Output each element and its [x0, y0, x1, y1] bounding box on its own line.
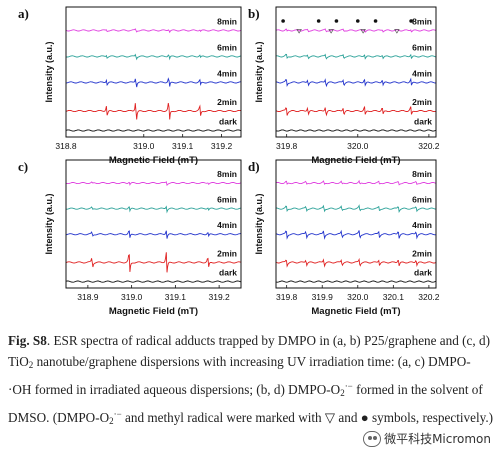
superoxide-marker [328, 29, 334, 34]
x-tick-label: 319.8 [276, 141, 298, 151]
series-line-dark [65, 280, 242, 283]
superoxide-marker [296, 29, 302, 34]
series-line-2min [65, 103, 242, 120]
x-tick-label: 319.2 [208, 292, 230, 302]
watermark: 微平科技Micromon [363, 430, 491, 447]
wechat-icon [363, 430, 382, 447]
series-line-8min [65, 28, 242, 34]
x-tick-label: 320.2 [418, 141, 440, 151]
x-tick-label: 320.0 [347, 292, 369, 302]
x-tick-label: 319.9 [312, 292, 334, 302]
x-tick-label: 319.8 [276, 292, 298, 302]
x-tick-label: 319.0 [133, 141, 155, 151]
series-line-2min [65, 252, 242, 273]
plot-frame [275, 6, 437, 138]
series-line-dark [275, 280, 437, 283]
caption-sup-2: ·− [344, 381, 353, 391]
caption-text-3: formed in the solvent of DMSO. (DMPO-O [8, 382, 483, 425]
x-axis-label: Magnetic Field (mT) [311, 306, 400, 317]
methyl-marker [334, 19, 339, 23]
panel-1: a)Intensity (a.u.)Magnetic Field (mT)8mi… [18, 6, 242, 166]
methyl-marker [355, 19, 360, 23]
caption-sub-3: 2 [109, 416, 114, 426]
panel-4: d) Intensity (a.u.) Magnetic Field (mT) 8mi… [248, 159, 440, 317]
series-line-6min [275, 204, 437, 214]
x-tick-label: 320.1 [383, 292, 405, 302]
caption-text-2: nanotube/graphene dispersions with incre… [8, 354, 471, 397]
superoxide-marker [394, 29, 400, 34]
series-line-8min [275, 28, 437, 33]
caption-text-1: . ESR spectra of radical adducts trapped… [8, 333, 490, 369]
panel-2: b)Intensity (a.u.)Magnetic Field (mT)8mi… [248, 6, 440, 166]
series-label-2min: 2min [412, 97, 432, 107]
series-label-2min: 2min [412, 248, 432, 258]
series-label-8min: 8min [412, 16, 432, 26]
series-line-4min [65, 77, 241, 88]
x-tick-label: 320.0 [347, 141, 369, 151]
caption-sup-3: ·− [113, 409, 122, 419]
series-line-4min [65, 230, 242, 239]
panel-label: d) [248, 159, 260, 174]
series-line-4min [275, 229, 437, 240]
series-label-dark: dark [219, 117, 237, 127]
series-label-6min: 6min [412, 195, 432, 205]
series-label-6min: 6min [217, 195, 237, 205]
y-axis-label: Intensity (a.u.) [44, 193, 54, 254]
methyl-marker [373, 19, 378, 23]
series-label-8min: 8min [412, 169, 432, 179]
series-line-dark [65, 129, 242, 132]
series-label-dark: dark [414, 117, 432, 127]
series-label-6min: 6min [217, 42, 237, 52]
plot-frame [65, 6, 242, 138]
series-label-2min: 2min [217, 97, 237, 107]
series-label-2min: 2min [217, 248, 237, 258]
series-line-2min [275, 105, 437, 117]
x-tick-label: 319.1 [172, 141, 194, 151]
caption-sub-1: 2 [28, 360, 34, 370]
y-axis-label: Intensity (a.u.) [254, 41, 264, 102]
x-tick-label: 319.2 [211, 141, 233, 151]
panel-label: b) [248, 6, 260, 21]
series-line-dark [275, 129, 437, 132]
esr-figure: a) Intensity (a.u.) Magnetic Field (mT) 8mi… [18, 6, 440, 317]
panel-label: a) [18, 6, 29, 21]
series-label-4min: 4min [217, 68, 237, 78]
plot-frame [65, 159, 242, 289]
panel-3: c) Intensity (a.u.) Magnetic Field (mT) 8mi… [18, 159, 242, 317]
x-axis-label: Magnetic Field (mT) [109, 306, 198, 317]
series-label-dark: dark [414, 268, 432, 278]
series-label-4min: 4min [412, 68, 432, 78]
panel-label: c) [18, 159, 28, 174]
y-axis-label: Intensity (a.u.) [254, 193, 264, 254]
series-label-8min: 8min [217, 169, 237, 179]
series-line-6min [66, 205, 242, 214]
series-line-6min [275, 53, 437, 60]
caption-text-4: and methyl radical were marked with ▽ an… [121, 410, 494, 425]
y-axis-label: Intensity (a.u.) [44, 41, 54, 102]
series-label-dark: dark [219, 268, 237, 278]
plot-frame [275, 159, 437, 289]
series-label-4min: 4min [217, 220, 237, 230]
x-tick-label: 319.1 [165, 292, 187, 302]
watermark-text: 微平科技Micromon [384, 432, 491, 446]
series-line-6min [65, 53, 242, 61]
methyl-marker [281, 19, 285, 23]
series-label-8min: 8min [217, 16, 237, 26]
x-tick-label: 319.0 [121, 292, 143, 302]
superoxide-marker [360, 29, 366, 34]
x-tick-label: 318.8 [55, 141, 77, 151]
figure-caption: Fig. S8. ESR spectra of radical adducts … [8, 330, 494, 432]
series-line-2min [275, 257, 437, 268]
series-label-4min: 4min [412, 220, 432, 230]
series-label-6min: 6min [412, 42, 432, 52]
x-tick-label: 318.9 [77, 292, 99, 302]
methyl-marker [409, 19, 413, 23]
series-line-8min [65, 180, 242, 187]
series-line-4min [275, 77, 436, 88]
methyl-marker [316, 19, 321, 23]
caption-label: Fig. S8 [8, 333, 47, 348]
series-line-8min [275, 179, 437, 186]
x-tick-label: 320.2 [418, 292, 440, 302]
caption-sub-2: 2 [340, 388, 345, 398]
